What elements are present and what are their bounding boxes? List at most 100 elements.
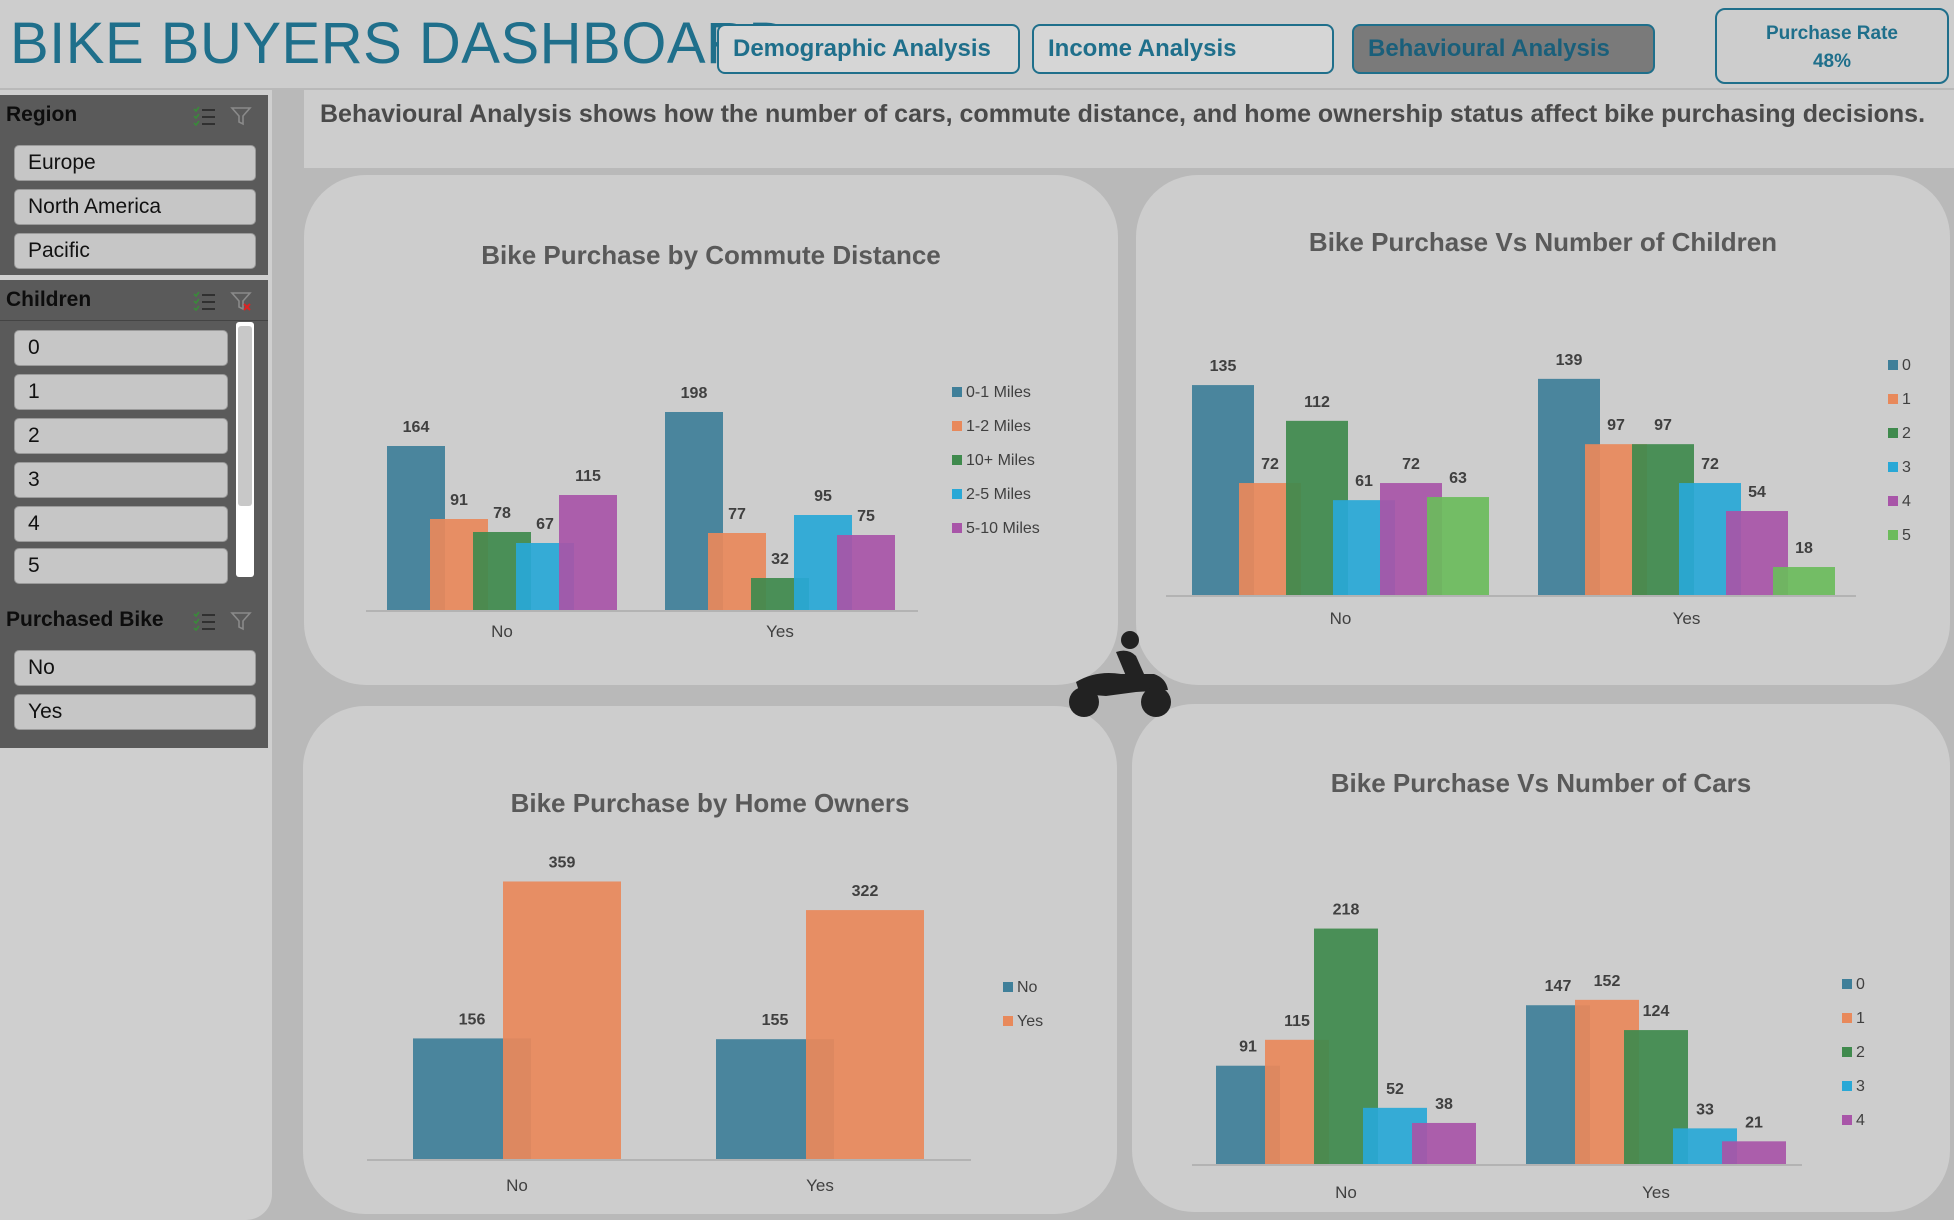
legend-swatch <box>952 523 962 533</box>
legend-label: No <box>1017 979 1038 996</box>
data-label: 38 <box>1435 1096 1453 1113</box>
data-label: 21 <box>1745 1114 1763 1131</box>
data-label: 115 <box>575 468 601 485</box>
x-tick-label: Yes <box>806 1176 834 1195</box>
multi-select-icon[interactable] <box>192 290 216 312</box>
slicer-item-purchased-no[interactable]: No <box>14 650 256 686</box>
legend-swatch <box>952 421 962 431</box>
data-label: 135 <box>1210 358 1237 375</box>
legend-label: 3 <box>1856 1078 1865 1095</box>
data-label: 61 <box>1355 473 1373 490</box>
data-label: 77 <box>728 506 746 523</box>
data-label: 155 <box>762 1012 789 1029</box>
legend-label: 1 <box>1902 391 1911 408</box>
purchased-slicer-header: Purchased Bike <box>0 600 268 640</box>
multi-select-icon[interactable] <box>192 610 216 632</box>
bar-5-10-miles-yes <box>837 535 895 610</box>
data-label: 18 <box>1795 540 1813 557</box>
slicer-item-children-3[interactable]: 3 <box>14 462 228 498</box>
legend-swatch <box>1888 394 1898 404</box>
data-label: 97 <box>1607 417 1625 434</box>
behavioural-analysis-button[interactable]: Behavioural Analysis <box>1352 24 1655 74</box>
children-slicer-header: Children <box>0 280 268 321</box>
legend-swatch <box>952 387 962 397</box>
cars-chart: Bike Purchase Vs Number of Cars 91 115 218… <box>1132 704 1950 1212</box>
data-label: 198 <box>681 385 708 402</box>
data-label: 52 <box>1386 1081 1404 1098</box>
chart-title: Bike Purchase Vs Number of Children <box>1308 227 1778 257</box>
data-label: 152 <box>1594 973 1621 990</box>
children-slicer-title: Children <box>6 288 92 311</box>
commute-distance-chart: Bike Purchase by Commute Distance 164 91 7… <box>304 175 1118 685</box>
slicer-item-europe[interactable]: Europe <box>14 145 256 181</box>
data-label: 164 <box>403 419 430 436</box>
legend-label: Yes <box>1017 1013 1043 1030</box>
data-label: 32 <box>771 551 789 568</box>
legend-label: 3 <box>1902 459 1911 476</box>
slicer-item-north-america[interactable]: North America <box>14 189 256 225</box>
bar-5-10-miles-no <box>559 495 617 610</box>
data-label: 359 <box>549 854 576 871</box>
purchase-rate-value: 48% <box>1812 51 1852 72</box>
region-slicer-header: Region <box>0 95 268 135</box>
bar-yes-yes <box>806 910 924 1159</box>
legend-swatch <box>1842 1115 1852 1125</box>
data-label: 139 <box>1556 352 1583 369</box>
data-label: 72 <box>1701 456 1719 473</box>
slicer-item-purchased-yes[interactable]: Yes <box>14 694 256 730</box>
clear-filter-icon[interactable] <box>230 290 254 312</box>
slicer-item-children-2[interactable]: 2 <box>14 418 228 454</box>
purchase-rate-card: Purchase Rate 48% <box>1715 8 1949 84</box>
x-tick-label: Yes <box>1642 1183 1670 1202</box>
slicer-item-pacific[interactable]: Pacific <box>14 233 256 269</box>
legend-label: 0 <box>1856 976 1865 993</box>
slicer-panel: Region Europe North America Pacific Chil… <box>0 90 272 1220</box>
legend-label: 1 <box>1856 1010 1865 1027</box>
bar-chart: 135 72 112 61 72 63 No 139 97 97 72 54 18 Yes 0 1 2 3 4 5 <box>1166 352 1911 628</box>
purchase-rate-label: Purchase Rate <box>1765 23 1898 44</box>
purchased-bike-slicer: Purchased Bike No Yes <box>0 600 268 748</box>
region-slicer: Region Europe North America Pacific <box>0 95 268 275</box>
data-label: 91 <box>450 492 468 509</box>
legend-label: 4 <box>1902 493 1911 510</box>
legend-swatch <box>1888 496 1898 506</box>
legend-swatch <box>1842 1081 1852 1091</box>
data-label: 95 <box>814 488 832 505</box>
x-tick-label: Yes <box>1673 609 1701 628</box>
x-tick-label: No <box>506 1176 528 1195</box>
data-label: 156 <box>459 1011 486 1028</box>
data-label: 78 <box>493 505 511 522</box>
home-owners-chart: Bike Purchase by Home Owners 156 359 No 155… <box>303 706 1117 1214</box>
slicer-item-children-5[interactable]: 5 <box>14 548 228 584</box>
legend-label: 2 <box>1902 425 1911 442</box>
scrollbar-thumb[interactable] <box>238 326 252 506</box>
slicer-item-children-0[interactable]: 0 <box>14 330 228 366</box>
legend-label: 5-10 Miles <box>966 520 1040 537</box>
x-tick-label: No <box>1335 1183 1357 1202</box>
clear-filter-icon[interactable] <box>230 105 254 127</box>
slicer-item-children-4[interactable]: 4 <box>14 506 228 542</box>
data-label: 91 <box>1239 1039 1257 1056</box>
clear-filter-icon[interactable] <box>230 610 254 632</box>
multi-select-icon[interactable] <box>192 105 216 127</box>
income-analysis-button[interactable]: Income Analysis <box>1032 24 1334 74</box>
bar-5-no <box>1427 497 1489 595</box>
legend-swatch <box>1888 428 1898 438</box>
legend-label: 2 <box>1856 1044 1865 1061</box>
data-label: 218 <box>1333 902 1360 919</box>
demographic-analysis-button[interactable]: Demographic Analysis <box>717 24 1020 74</box>
slicer-item-children-1[interactable]: 1 <box>14 374 228 410</box>
legend-swatch <box>952 455 962 465</box>
motorbike-icon <box>1069 631 1171 717</box>
x-tick-label: No <box>491 622 513 641</box>
dashboard-title: BIKE BUYERS DASHBOARD <box>10 11 791 76</box>
children-scrollbar[interactable] <box>236 322 254 577</box>
data-label: 75 <box>857 508 875 525</box>
bar-chart: 91 115 218 52 38 No 147 152 124 33 21 Yes 0 1 2 3 4 <box>1192 902 1865 1202</box>
legend-swatch <box>1888 530 1898 540</box>
chart-title: Bike Purchase Vs Number of Cars <box>1330 768 1752 798</box>
legend-label: 10+ Miles <box>966 452 1035 469</box>
chart-title: Bike Purchase by Home Owners <box>510 788 910 818</box>
legend-label: 0-1 Miles <box>966 384 1031 401</box>
legend-label: 5 <box>1902 527 1911 544</box>
